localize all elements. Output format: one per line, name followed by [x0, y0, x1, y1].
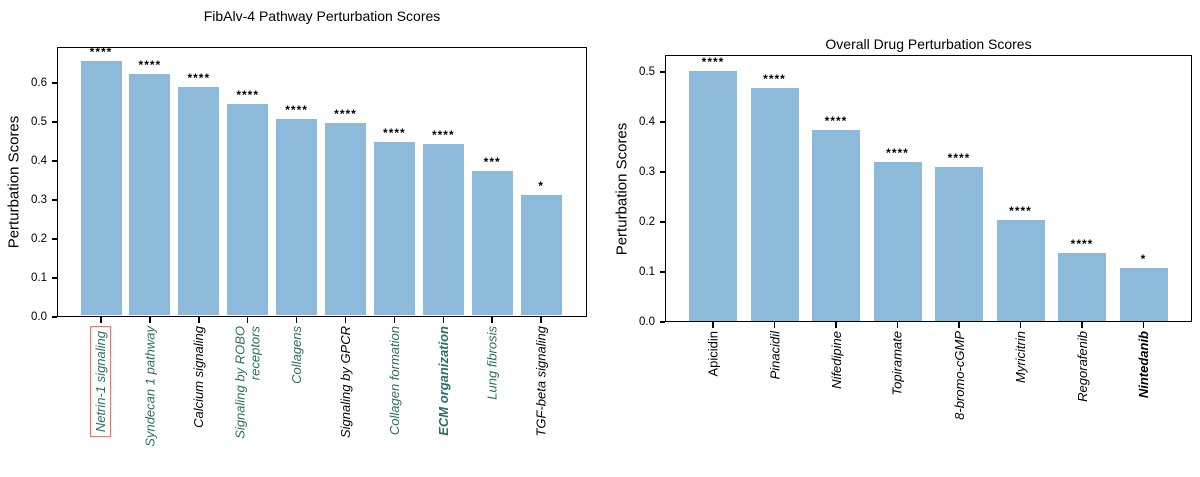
- y-tick-mark: [51, 316, 57, 318]
- chart-title: Overall Drug Perturbation Scores: [825, 36, 1032, 52]
- x-tick-mark: [958, 322, 960, 328]
- bar: [935, 167, 983, 321]
- significance-stars: ****: [138, 57, 162, 72]
- y-tick-label: 0.3: [31, 193, 47, 206]
- bar: [1058, 252, 1106, 321]
- x-tick-mark: [246, 317, 249, 323]
- bar: [276, 118, 318, 316]
- bar: [873, 162, 922, 321]
- plot-area: [665, 55, 1192, 322]
- significance-stars: ****: [236, 88, 260, 103]
- x-tick-mark: [198, 317, 200, 323]
- significance-stars: *: [1140, 252, 1147, 266]
- y-tick-label: 0.2: [31, 232, 47, 245]
- y-tick-label: 0.1: [31, 271, 47, 284]
- x-tick-mark: [540, 317, 542, 323]
- x-tick-label: Nintedanib: [1136, 331, 1151, 399]
- x-tick-label: Nifedipine: [828, 331, 844, 389]
- significance-stars: *: [538, 179, 544, 194]
- x-tick-mark: [1081, 322, 1083, 328]
- x-tick-mark: [442, 317, 445, 323]
- bar: [325, 122, 366, 316]
- bar: [750, 88, 799, 321]
- x-tick-label: Myricitrin: [1013, 331, 1028, 383]
- bar: [373, 141, 415, 316]
- x-tick-mark: [1019, 322, 1022, 328]
- bar: [471, 171, 513, 316]
- x-tick-mark: [149, 317, 151, 323]
- y-tick-label: 0.6: [31, 76, 47, 89]
- chart-title: FibAlv-4 Pathway Perturbation Scores: [203, 8, 441, 24]
- x-tick-label: 8-bromo-cGMP: [951, 331, 967, 420]
- x-tick-mark: [773, 322, 776, 328]
- bar: [80, 61, 122, 316]
- y-tick-label: 0.1: [639, 266, 655, 278]
- y-tick-mark: [659, 271, 665, 273]
- y-tick-label: 0.4: [639, 116, 655, 128]
- significance-stars: ****: [886, 146, 909, 160]
- y-tick-label: 0.4: [31, 154, 47, 167]
- y-tick-mark: [659, 221, 665, 223]
- y-tick-mark: [659, 321, 665, 323]
- significance-stars: ****: [824, 113, 848, 128]
- y-tick-mark: [659, 171, 665, 173]
- significance-stars: ****: [334, 106, 357, 121]
- significance-stars: ***: [483, 155, 501, 170]
- y-tick-mark: [51, 199, 57, 201]
- x-tick-mark: [393, 317, 396, 323]
- significance-stars: ****: [89, 45, 113, 60]
- significance-stars: ****: [285, 102, 308, 117]
- bar: [178, 86, 220, 316]
- significance-stars: ****: [763, 72, 786, 86]
- y-tick-mark: [51, 160, 57, 162]
- x-tick-mark: [491, 317, 493, 323]
- significance-stars: ****: [947, 151, 971, 165]
- y-tick-label: 0.0: [639, 316, 655, 328]
- y-tick-mark: [659, 71, 665, 73]
- y-tick-label: 0.3: [639, 166, 655, 178]
- x-tick-mark: [896, 322, 899, 328]
- bar: [520, 195, 562, 316]
- bar: [1119, 268, 1168, 321]
- y-tick-label: 0.5: [639, 66, 655, 78]
- significance-stars: ****: [187, 70, 211, 85]
- bar: [812, 129, 860, 321]
- y-tick-label: 0.2: [639, 216, 655, 228]
- y-tick-mark: [51, 277, 57, 279]
- significance-stars: ****: [431, 128, 455, 143]
- y-tick-label: 0.5: [31, 115, 47, 128]
- y-tick-mark: [51, 238, 57, 240]
- x-tick-label: Pinacidil: [767, 331, 782, 380]
- significance-stars: ****: [383, 125, 406, 140]
- x-tick-mark: [712, 322, 714, 328]
- x-tick-label: Apicidin: [705, 331, 721, 377]
- significance-stars: ****: [1070, 236, 1094, 251]
- x-tick-mark: [835, 322, 837, 328]
- bar: [689, 70, 737, 321]
- y-tick-mark: [51, 82, 57, 84]
- x-tick-label: Topiramate: [890, 331, 905, 396]
- significance-stars: ****: [701, 54, 725, 69]
- x-tick-label: Regorafenib: [1074, 331, 1090, 402]
- y-tick-mark: [51, 121, 57, 123]
- y-tick-label: 0.0: [31, 311, 47, 323]
- y-tick-mark: [659, 121, 665, 123]
- bar: [129, 73, 171, 316]
- bar: [227, 104, 269, 316]
- x-tick-mark: [1142, 322, 1145, 328]
- x-tick-mark: [295, 317, 298, 323]
- bar: [422, 144, 464, 316]
- x-tick-mark: [344, 317, 347, 323]
- bar: [996, 220, 1045, 321]
- x-tick-mark: [100, 317, 102, 323]
- y-axis-label: Perturbation Scores: [613, 122, 631, 255]
- significance-stars: ****: [1009, 204, 1032, 218]
